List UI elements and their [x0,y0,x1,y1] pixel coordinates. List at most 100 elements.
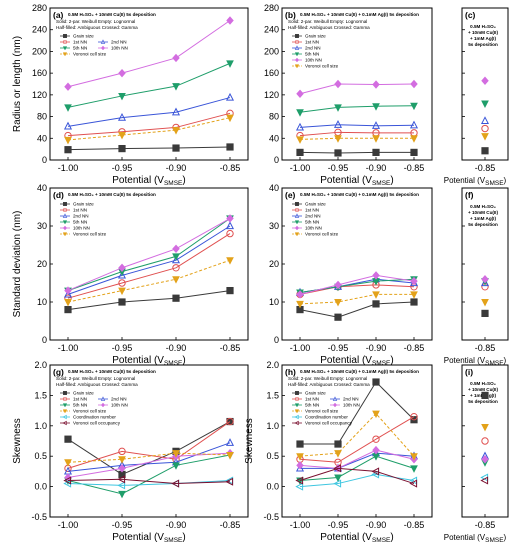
y-tick-label: 1.0 [266,421,279,431]
y-tick-label: 0.0 [266,482,279,492]
data-point [372,445,380,455]
series-line [299,105,415,113]
y-tick-label: 160 [264,68,279,78]
data-point [371,467,380,476]
series-line [67,259,231,303]
legend-symbol [294,213,300,218]
data-point [118,132,126,140]
series-line [67,62,231,108]
data-point [117,270,127,279]
series-line [300,381,415,445]
legend-symbol [63,391,67,395]
data-point [117,481,126,490]
panel-b: 0 40 80 120 160 200 240 280 -1.00 -0.95 -0.90 -0.85… [264,3,433,187]
legend-label: Voronoi cell size [73,52,107,57]
legend-item: Grain size [292,202,326,207]
series-line [67,217,231,292]
y-axis-label: Standard deviation (nm) [12,211,23,318]
series-0 [64,286,234,314]
legend-marker [295,202,299,206]
y-tick-label: 40 [269,183,279,193]
legend-symbol [332,402,338,408]
y-tick-label: 0 [274,335,279,345]
y-tick-label: 1.5 [34,390,47,400]
legend-marker [62,220,68,225]
y-tick-label: 240 [264,25,279,35]
legend-item: Grain size [60,202,94,207]
legend-marker [295,34,299,38]
series-line [67,217,231,292]
condition-text: 0.5M H₂SO₄ + 10mM Cu(II) + 0.1mM Ag(I) 5… [300,12,419,17]
legend-item: Voronoi cell size [292,64,339,69]
legend-symbol [62,232,68,237]
x-axis-label: Potential (VSMSE) [444,356,507,367]
data-point [172,264,180,272]
legend-marker [294,220,300,225]
data-point [372,80,380,89]
panel-d: 0 10 20 30 40 -1.00 -0.95 -0.90 -0.85 Potential (… [12,183,249,367]
legend-label: 10th NN [111,403,128,408]
data-point [334,313,342,321]
legend-item: Voronoi cell size [60,52,107,57]
legend-item: 2nd NN [330,396,359,402]
legend-label: Grain size [73,34,94,39]
data-point [64,435,72,443]
panel-h: -0.5 0.0 0.5 1.0 1.5 2.0 -1.00 -0.95 -0.90 -0.85 P… [244,360,433,544]
legend-marker [294,64,300,69]
data-point [481,391,489,400]
series-line [299,301,415,318]
series-5 [64,114,234,145]
y-tick-label: 30 [37,221,47,231]
legend-item: Voronoi cell size [292,409,339,414]
legend-item: 1st NN [60,397,87,402]
x-tick-label: -0.95 [328,343,349,353]
data-point [64,286,72,295]
series-3 [296,102,418,117]
legend-item: 5th NN [60,403,87,408]
legend-item: 1st NN [292,208,319,213]
series-line [299,124,415,128]
series-2 [480,278,490,287]
series-line [67,290,231,311]
legend-item: 5th NN [60,46,87,51]
series-5 [296,135,418,144]
data-point [226,214,234,223]
y-tick-label: 10 [269,297,279,307]
x-tick-label: -0.95 [328,520,349,530]
fit-type-note: Solid: 2-par. Weibull Empty: Lognormal [56,376,135,381]
legend-item: 1st NN [292,397,319,402]
x-tick-label: -0.90 [366,520,387,530]
series-line [299,412,415,457]
series-line [67,480,231,486]
y-tick-label: 0.0 [34,482,47,492]
y-tick-label: 80 [37,112,47,122]
legend-label: 10th NN [305,226,322,231]
data-point [295,482,304,491]
data-point [226,257,234,265]
legend-symbol [294,225,300,231]
legend-marker [62,39,68,45]
condition-text: 0.5M H₂SO₄ [470,204,496,209]
data-point [371,121,381,129]
x-tick-label: -0.90 [166,520,187,530]
data-point [296,89,304,98]
series-5 [481,298,489,307]
series-line [299,416,415,463]
x-tick-label: -0.95 [112,343,133,353]
data-point [64,305,72,314]
series-4 [64,214,234,295]
x-tick-label: -0.90 [366,343,387,353]
legend-symbol [100,45,106,51]
series-5 [64,257,234,307]
data-point [118,447,126,456]
condition-text: + 10mM Cu(II) [468,210,498,215]
legend-label: 2nd NN [343,397,359,402]
data-point [333,479,342,488]
series-2 [480,116,490,125]
condition-text: 0.5M H₂SO₄ + 10mM Cu(II) + 0.1mM Ag(I) 5… [300,369,419,374]
legend-label: 10th NN [73,226,90,231]
series-line [67,20,231,88]
y-tick-label: 40 [37,133,47,143]
legend-marker [62,52,68,57]
y-tick-label: 1.5 [266,390,279,400]
